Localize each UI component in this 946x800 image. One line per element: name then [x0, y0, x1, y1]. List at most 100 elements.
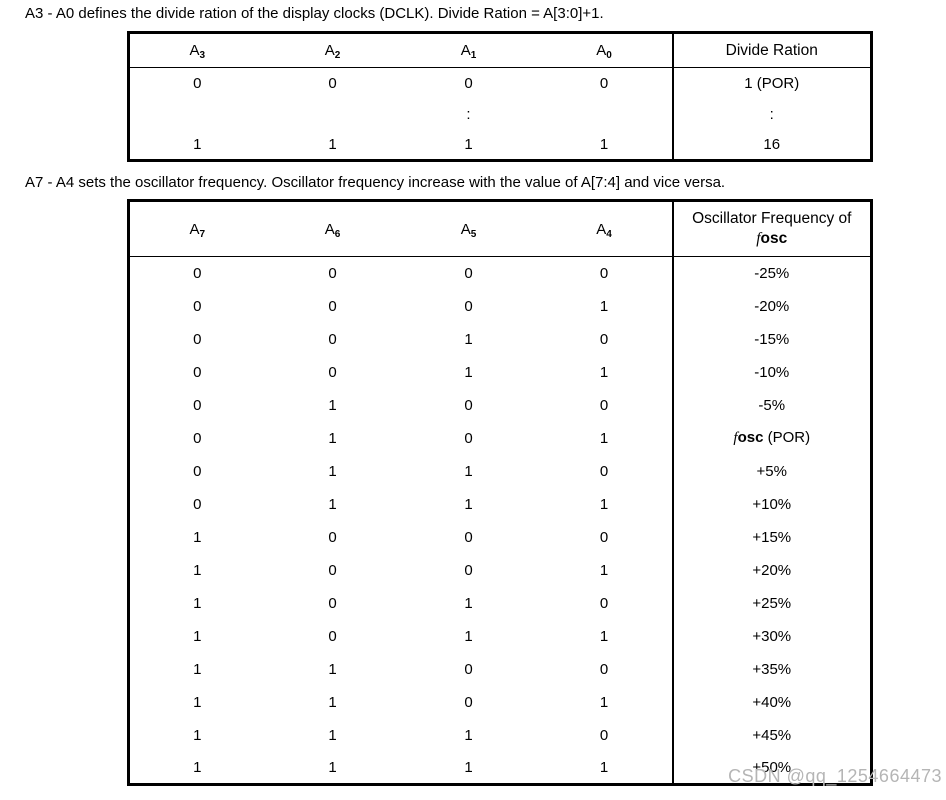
bit-cell: 0 — [464, 429, 473, 447]
value-column-header: Divide Ration — [671, 32, 872, 68]
table-row: 1 1 1 1 16 — [129, 129, 872, 161]
bit-cell: 0 — [464, 561, 473, 579]
bit-cell: 0 — [328, 264, 337, 282]
table-row: 1 0 0 1 +20% — [129, 553, 872, 587]
bit-cell: 0 — [193, 462, 202, 480]
table-row: 1 1 0 0 +35% — [129, 652, 872, 686]
bit-cell: 1 — [599, 135, 609, 153]
bit-cell: 0 — [464, 396, 473, 414]
bit-cell: 0 — [464, 660, 473, 678]
bit-cell: 1 — [193, 693, 202, 711]
value-cell: 1 (POR) — [671, 67, 872, 99]
bit-cell: 1 — [464, 363, 473, 381]
value-cell: -25% — [671, 256, 872, 290]
text-part: +40% — [752, 693, 792, 711]
bit-cell: 0 — [599, 528, 609, 546]
bit-cell: 1 — [599, 693, 609, 711]
bit-index-subscript: 4 — [606, 228, 612, 240]
bit-name: A — [324, 220, 335, 238]
bit-cell: 1 — [328, 758, 337, 776]
table-row: 1 0 1 1 +30% — [129, 619, 872, 653]
bit-name: A — [189, 220, 200, 238]
bit-cell: 0 — [599, 726, 609, 744]
value-cell: +40% — [671, 685, 872, 719]
value-cell: fosc (POR) — [671, 421, 872, 455]
bit-cell: 1 — [328, 495, 337, 513]
text-part: -20% — [754, 297, 790, 315]
table-row: 0 0 1 1 -10% — [129, 355, 872, 389]
bit-cell: 1 — [328, 429, 337, 447]
text-part: 16 — [763, 135, 781, 153]
oscillator-frequency-table: A7 A6 A5 A4 Oscillator Frequency of fosc 0 0 0 0-… — [127, 199, 873, 786]
bit-cell: 1 — [599, 758, 609, 776]
intro-text-oscillator-frequency: A7 - A4 sets the oscillator frequency. O… — [25, 174, 726, 191]
text-part: +35% — [752, 660, 792, 678]
text-part: +5% — [756, 462, 787, 480]
bit-index-subscript: 6 — [334, 228, 341, 240]
bit-cell: 0 — [599, 330, 609, 348]
table-row: 0 1 1 0 +5% — [129, 454, 872, 488]
bit-index-subscript: 7 — [199, 228, 206, 240]
bit-cell: 0 — [464, 297, 473, 315]
bit-name: A — [596, 42, 607, 59]
bit-cell: 1 — [599, 561, 609, 579]
bit-cell: 0 — [328, 561, 337, 579]
bit-cell: 0 — [193, 74, 202, 92]
text-part: +20% — [752, 561, 792, 579]
bit-cell: 0 — [328, 330, 337, 348]
bit-cell: 0 — [599, 462, 609, 480]
value-cell: -5% — [671, 388, 872, 422]
text-part: +15% — [752, 528, 792, 546]
value-cell: +10% — [671, 487, 872, 521]
bit-cell: 0 — [193, 429, 202, 447]
table-row: 0 1 0 0 -5% — [129, 388, 872, 422]
bit-cell: 0 — [464, 264, 473, 282]
bit-cell: 1 — [464, 758, 473, 776]
bit-cell: 1 — [464, 627, 473, 645]
bit-cell: 1 — [193, 561, 202, 579]
watermark: CSDN @qq_1254664473 — [728, 766, 942, 786]
value-cell: +25% — [671, 586, 872, 620]
value-cell: +30% — [671, 619, 872, 653]
bit-cell: 1 — [464, 462, 473, 480]
header-row: A3 A2 A1 A0 Divide Ration — [128, 32, 872, 68]
bit-cell: 1 — [599, 363, 609, 381]
bit-cell: 1 — [193, 594, 202, 612]
bit-cell: 0 — [328, 297, 337, 315]
bit-cell — [537, 99, 673, 130]
bit-cell: 1 — [193, 627, 202, 645]
text-part: -25% — [754, 264, 790, 282]
fosc-symbol: f — [733, 430, 738, 446]
bit-index-subscript: 3 — [199, 50, 206, 61]
bit-cell: 1 — [464, 495, 473, 513]
bit-cell: 1 — [328, 396, 337, 414]
bit-cell: 0 — [599, 594, 609, 612]
table-row: 1 1 1 1 +50% — [129, 751, 872, 785]
bit-index-subscript: 1 — [470, 50, 477, 61]
bit-column-header: A7 — [128, 200, 265, 257]
text-part: -15% — [754, 330, 790, 348]
bit-cell: 0 — [193, 495, 202, 513]
value-cell: +5% — [671, 454, 872, 488]
value-cell: +20% — [671, 553, 872, 587]
value-header-line: Divide Ration — [674, 41, 871, 61]
bit-cell: 1 — [193, 758, 202, 776]
bit-name: A — [189, 42, 200, 59]
bit-index-subscript: 0 — [606, 50, 612, 61]
bit-cell: : — [466, 105, 471, 123]
bit-cell: 1 — [599, 495, 609, 513]
bit-cell: 1 — [193, 660, 202, 678]
bit-cell: 0 — [193, 363, 202, 381]
bit-column-header: A4 — [536, 200, 673, 257]
bit-name: A — [596, 220, 607, 238]
bit-column-header: A5 — [400, 200, 537, 257]
value-column-header: Oscillator Frequency of fosc — [671, 200, 872, 257]
value-cell: +15% — [671, 520, 872, 554]
value-cell: -15% — [671, 322, 872, 356]
bit-cell: 0 — [328, 363, 337, 381]
text-part: +30% — [752, 627, 792, 645]
value-cell: -10% — [671, 355, 872, 389]
bit-cell: 0 — [193, 297, 202, 315]
bit-cell: 1 — [193, 528, 202, 546]
value-cell: -20% — [671, 289, 872, 323]
